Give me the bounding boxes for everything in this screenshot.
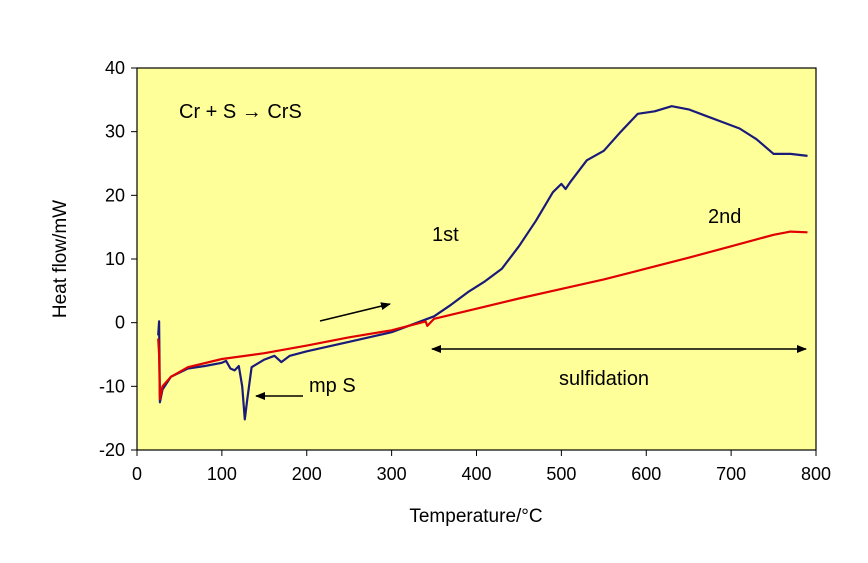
y-tick-label: -10 xyxy=(99,376,125,396)
y-tick-label: 0 xyxy=(115,313,125,333)
heating-direction-arrow xyxy=(319,302,391,322)
y-axis-title: Heat flow/mW xyxy=(50,200,71,318)
y-tick-label: 20 xyxy=(105,185,125,205)
series-layer xyxy=(157,105,808,421)
x-tick-label: 100 xyxy=(207,464,237,484)
series-line-2 xyxy=(157,230,808,401)
y-axis: -20 -10 0 10 20 30 40 xyxy=(99,58,137,460)
x-tick-label: 400 xyxy=(461,464,491,484)
y-tick-label: -20 xyxy=(99,440,125,460)
label-mp-s: mp S xyxy=(309,375,356,397)
label-1st: 1st xyxy=(432,224,459,246)
y-tick-label: 30 xyxy=(105,122,125,142)
x-axis-title: Temperature/°C xyxy=(409,506,542,527)
series-line-1 xyxy=(157,105,808,421)
x-tick-label: 200 xyxy=(292,464,322,484)
label-2nd: 2nd xyxy=(708,206,741,228)
x-tick-label: 300 xyxy=(377,464,407,484)
x-tick-label: 600 xyxy=(631,464,661,484)
x-tick-label: 500 xyxy=(546,464,576,484)
plot-area xyxy=(136,67,817,451)
label-sulfidation: sulfidation xyxy=(559,368,649,390)
x-tick-label: 0 xyxy=(132,464,142,484)
x-axis: 0 100 200 300 400 500 600 700 800 xyxy=(132,450,831,484)
x-tick-label: 800 xyxy=(801,464,831,484)
y-tick-label: 40 xyxy=(105,58,125,78)
y-tick-label: 10 xyxy=(105,249,125,269)
reaction-annotation: Cr + S → CrS xyxy=(179,101,302,123)
x-tick-label: 700 xyxy=(716,464,746,484)
